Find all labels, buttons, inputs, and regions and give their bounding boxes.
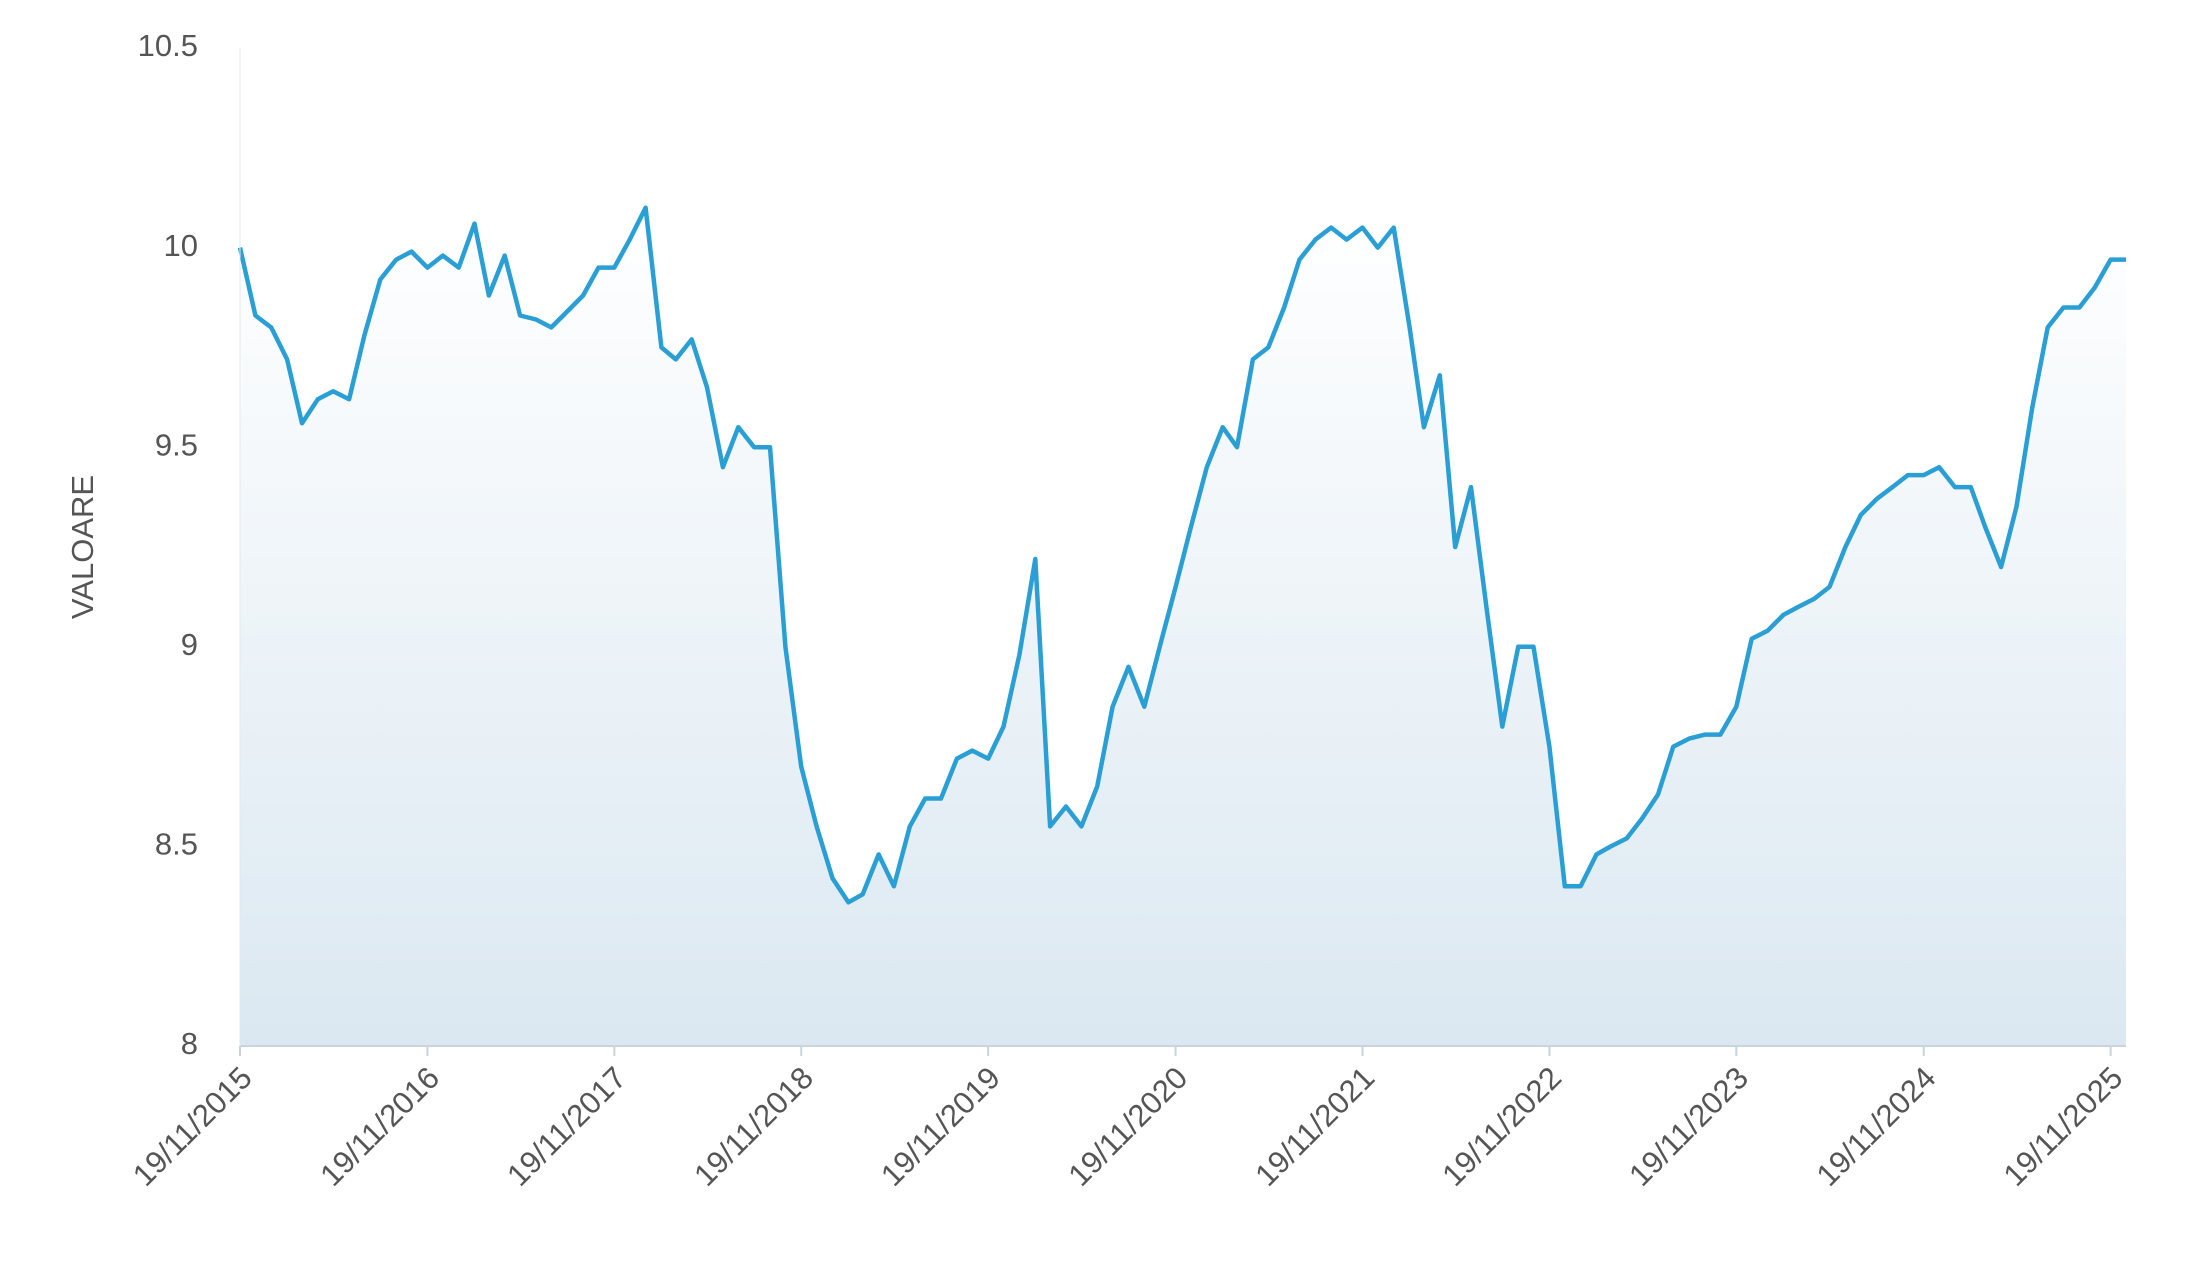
x-tick-label: 19/11/2017 <box>500 1060 633 1193</box>
line <box>237 205 2126 905</box>
x-tick-label: 19/11/2020 <box>1061 1060 1194 1193</box>
y-tick-label: 10.5 <box>138 28 198 63</box>
area-fill <box>240 207 2126 1046</box>
y-tick-label: 9 <box>181 627 198 662</box>
x-tick-label: 19/11/2022 <box>1435 1060 1568 1193</box>
y-axis-label: VALOARE <box>65 475 100 619</box>
x-tick-label: 19/11/2023 <box>1622 1060 1755 1193</box>
y-tick-label: 10 <box>164 228 198 263</box>
x-tick-label: 19/11/2015 <box>126 1060 259 1193</box>
x-tick-label: 19/11/2024 <box>1810 1060 1943 1193</box>
x-tick-label: 19/11/2016 <box>313 1060 446 1193</box>
y-tick-label: 8 <box>181 1026 198 1061</box>
x-tick-label: 19/11/2025 <box>1997 1060 2130 1193</box>
x-tick-label: 19/11/2019 <box>874 1060 1007 1193</box>
x-tick-label: 19/11/2018 <box>687 1060 820 1193</box>
y-tick-label: 9.5 <box>155 427 198 462</box>
x-tick-label: 19/11/2021 <box>1248 1060 1381 1193</box>
y-tick-label: 8.5 <box>155 827 198 862</box>
